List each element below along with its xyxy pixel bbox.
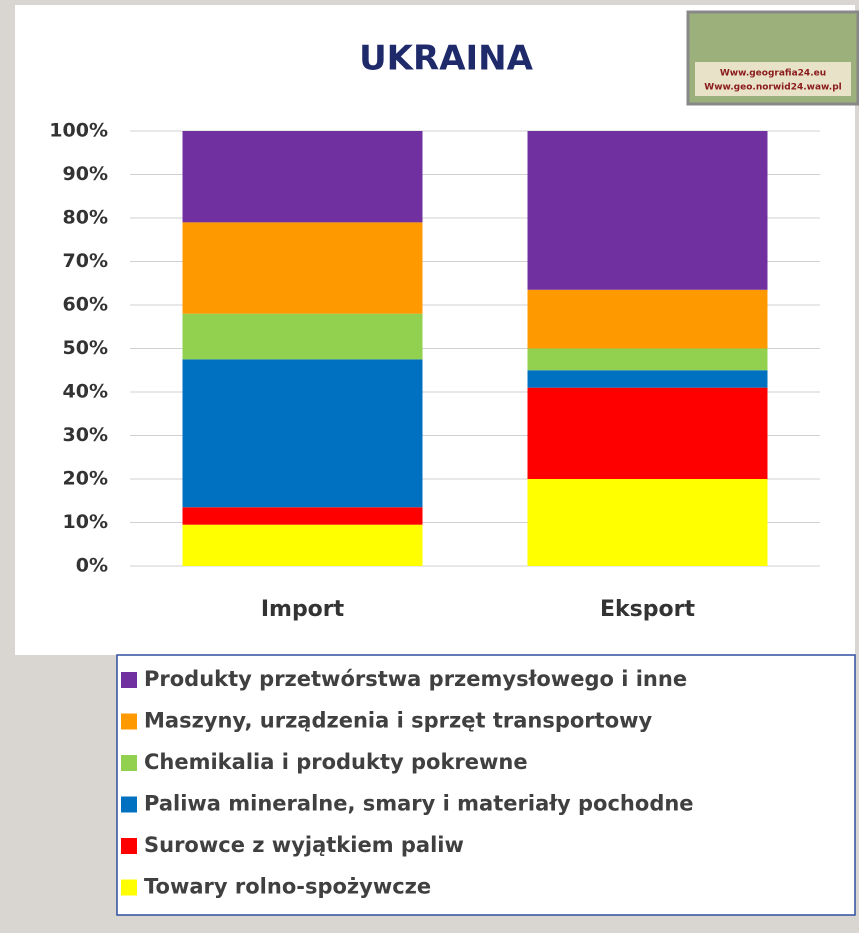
legend-box: [116, 654, 856, 916]
legend-label: Towary rolno-spożywcze: [144, 875, 431, 899]
logo-banner: [695, 62, 851, 96]
x-tick-label: Eksport: [600, 597, 695, 622]
bar-segment: [527, 289, 768, 349]
legend-label: Produkty przetwórstwa przemysłowego i in…: [144, 667, 687, 691]
y-tick-label: 50%: [63, 337, 108, 359]
legend-label: Surowce z wyjątkiem paliw: [144, 833, 464, 857]
y-tick-label: 20%: [63, 468, 108, 490]
bar-segment: [527, 387, 768, 479]
y-tick-label: 80%: [63, 207, 108, 229]
y-tick-label: 70%: [63, 250, 108, 272]
bar-segment: [182, 313, 423, 360]
legend-swatch: [121, 879, 137, 896]
x-tick-label: Import: [261, 597, 345, 622]
y-tick-label: 100%: [49, 120, 108, 142]
bar-segment: [182, 222, 423, 314]
logo-text: Www.geo.norwid24.waw.pl: [704, 83, 841, 93]
legend-label: Paliwa mineralne, smary i materiały poch…: [144, 792, 694, 816]
y-tick-label: 90%: [63, 163, 108, 185]
bar-segment: [527, 131, 768, 290]
bar-segment: [527, 370, 768, 388]
bar-segment: [527, 348, 768, 371]
y-tick-label: 10%: [63, 511, 108, 533]
y-tick-label: 60%: [63, 294, 108, 316]
y-tick-label: 40%: [63, 381, 108, 403]
legend-swatch: [121, 672, 137, 688]
logo-text: Www.geografia24.eu: [720, 69, 826, 79]
legend-label: Maszyny, urządzenia i sprzęt transportow…: [144, 709, 653, 733]
legend-swatch: [121, 838, 137, 854]
bar-segment: [527, 479, 768, 566]
bar-segment: [182, 507, 423, 525]
bar-segment: [182, 359, 423, 508]
logo: Www.geografia24.eu Www.geo.norwid24.waw.…: [686, 10, 859, 106]
bar-segment: [182, 524, 423, 566]
legend-label: Chemikalia i produkty pokrewne: [144, 750, 528, 774]
chart-title: UKRAINA: [359, 39, 534, 79]
legend-swatch: [121, 755, 137, 771]
y-tick-label: 30%: [63, 424, 108, 446]
legend-swatch: [121, 796, 137, 813]
bar-segment: [182, 131, 423, 223]
legend-swatch: [121, 713, 137, 730]
y-tick-label: 0%: [76, 555, 108, 577]
